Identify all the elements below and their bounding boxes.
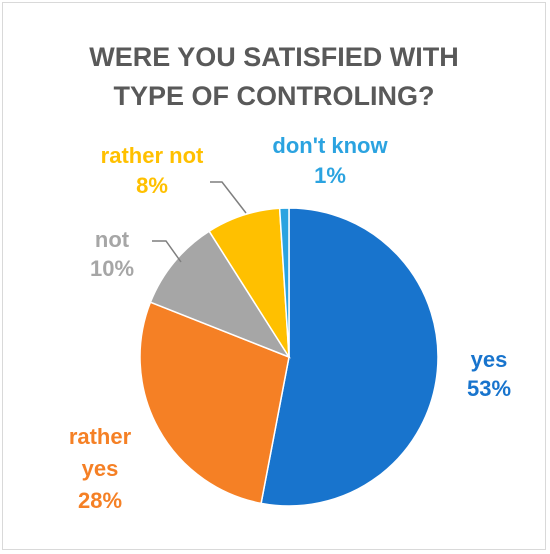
leader-line bbox=[152, 240, 182, 263]
slice-value-label: 28% bbox=[78, 488, 122, 513]
slice-value-label: 10% bbox=[90, 256, 134, 281]
pie-slice-not bbox=[149, 230, 291, 359]
pie-slice-rather-yes bbox=[139, 301, 290, 505]
slice-labels: yes 53% rather yes 28% not 10% rather not 8% don'… bbox=[69, 133, 511, 513]
slice-value-label: 53% bbox=[467, 376, 511, 401]
chart-title-line-2: TYPE OF CONTROLING? bbox=[114, 81, 435, 111]
slice-value-label: 8% bbox=[136, 173, 168, 198]
slice-category-label: yes bbox=[471, 347, 508, 372]
pie-slice-don-t-know bbox=[278, 207, 290, 358]
leader-line bbox=[210, 181, 247, 214]
slice-category-label: not bbox=[95, 227, 130, 252]
slice-category-label: don't know bbox=[272, 133, 388, 158]
slice-category-label: rather not bbox=[101, 143, 204, 168]
slice-value-label: 1% bbox=[314, 163, 346, 188]
pie-slice-yes bbox=[260, 207, 439, 507]
slice-category-label: rather bbox=[69, 424, 132, 449]
slice-category-label: yes bbox=[82, 456, 119, 481]
pie-slices bbox=[139, 207, 439, 507]
chart-title-line-1: WERE YOU SATISFIED WITH bbox=[89, 42, 459, 72]
leader-lines bbox=[152, 181, 247, 263]
